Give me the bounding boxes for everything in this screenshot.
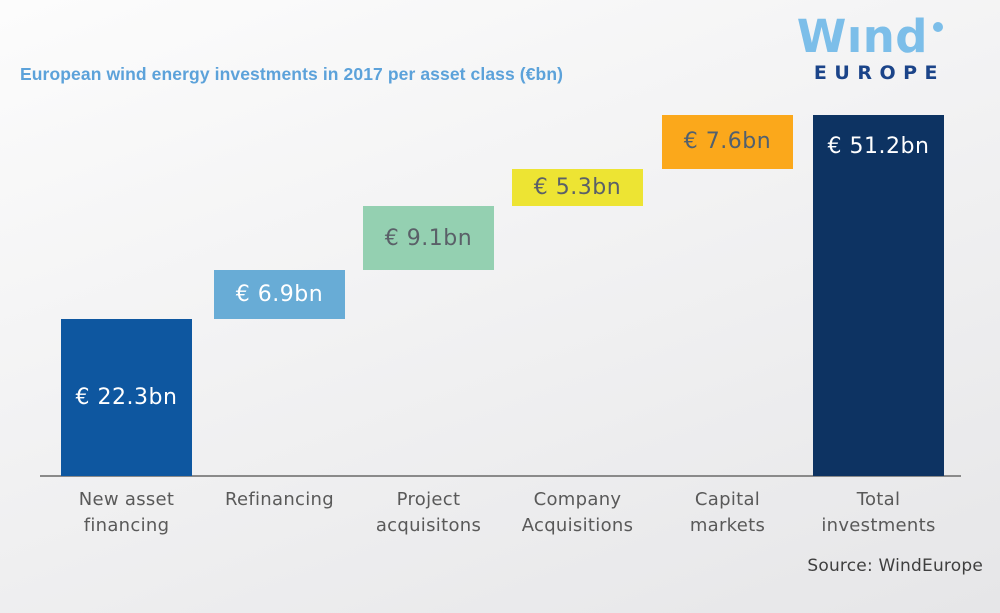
x-axis-line	[40, 475, 961, 477]
category-label-refinancing: Refinancing	[225, 489, 334, 510]
bar-value-refinancing: € 6.9bn	[235, 281, 324, 307]
bar-value-capital-markets: € 7.6bn	[683, 129, 772, 155]
category-label-total-investments: Total investments	[821, 489, 936, 536]
category-label-new-asset-financing: New asset financing	[78, 489, 175, 536]
bar-project-acquisitons: € 9.1bn	[363, 205, 494, 271]
source-note: Source: WindEurope	[807, 556, 983, 576]
category-label-capital-markets: Capital markets	[689, 489, 766, 536]
bar-new-asset-financing: € 22.3bn	[61, 318, 192, 476]
bar-company-acquisitions: € 5.3bn	[512, 168, 643, 206]
bar-value-total-investments: € 51.2bn	[827, 134, 930, 159]
bar-capital-markets: € 7.6bn	[662, 115, 793, 169]
bar-value-company-acquisitions: € 5.3bn	[533, 174, 622, 200]
category-label-project-acquisitons: Project acquisitons	[375, 489, 482, 536]
logo-word-europe: EUROPE	[813, 62, 945, 84]
windeurope-logo: Wınd EUROPE	[797, 13, 943, 84]
logo-wordmark: Wınd	[797, 13, 943, 61]
bar-refinancing: € 6.9bn	[214, 270, 345, 319]
bar-total-investments: € 51.2bn	[813, 115, 944, 476]
chart-title: European wind energy investments in 2017…	[20, 64, 564, 84]
logo-word-wind: Wınd	[796, 10, 928, 63]
category-label-company-acquisitions: Company Acquisitions	[521, 489, 634, 536]
bar-value-project-acquisitons: € 9.1bn	[384, 225, 473, 251]
bar-value-new-asset-financing: € 22.3bn	[75, 384, 178, 410]
logo-dot-icon	[933, 22, 943, 32]
